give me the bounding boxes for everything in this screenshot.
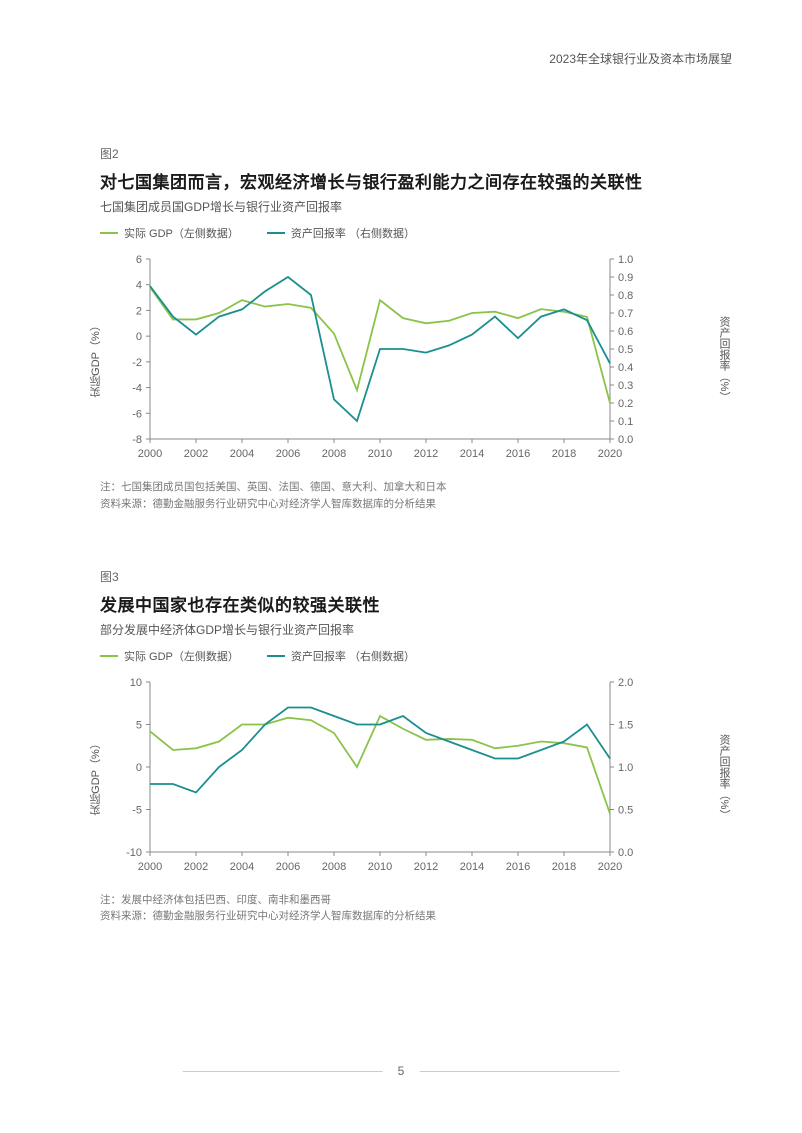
svg-text:-6: -6 bbox=[132, 408, 142, 420]
figure-2: 图2 对七国集团而言，宏观经济增长与银行盈利能力之间存在较强的关联性 七国集团成… bbox=[100, 145, 720, 513]
fig2-svg: 6 4 2 0 -2 -4 -6 -8 1.0 0.9 0.8 0.7 0.6 0.5 0.4 0.3 0.2 0… bbox=[100, 249, 660, 469]
svg-text:0.1: 0.1 bbox=[618, 416, 633, 428]
svg-text:2000: 2000 bbox=[138, 861, 162, 873]
svg-text:0.5: 0.5 bbox=[618, 804, 633, 816]
fig3-label: 图3 bbox=[100, 568, 720, 585]
fig3-title: 发展中国家也存在类似的较强关联性 bbox=[100, 591, 720, 616]
svg-text:2004: 2004 bbox=[230, 861, 254, 873]
fig2-legend-gdp: 实际 GDP（左侧数据） bbox=[100, 225, 239, 241]
fig3-legend-roa: 资产回报率 （右侧数据） bbox=[267, 648, 415, 664]
fig3-note2: 资料来源：德勤金融服务行业研究中心对经济学人智库数据库的分析结果 bbox=[100, 908, 720, 925]
svg-text:-10: -10 bbox=[126, 847, 142, 859]
svg-text:0.2: 0.2 bbox=[618, 398, 633, 410]
svg-text:2016: 2016 bbox=[506, 448, 530, 460]
svg-text:2002: 2002 bbox=[184, 448, 208, 460]
svg-text:0.0: 0.0 bbox=[618, 847, 633, 859]
svg-text:4: 4 bbox=[136, 280, 142, 292]
svg-text:2012: 2012 bbox=[414, 861, 438, 873]
svg-text:2016: 2016 bbox=[506, 861, 530, 873]
svg-text:-5: -5 bbox=[132, 804, 142, 816]
svg-text:-8: -8 bbox=[132, 434, 142, 446]
svg-text:0.5: 0.5 bbox=[618, 344, 633, 356]
svg-text:1.0: 1.0 bbox=[618, 762, 633, 774]
swatch-gdp bbox=[100, 655, 118, 657]
svg-text:6: 6 bbox=[136, 254, 142, 266]
svg-text:2020: 2020 bbox=[598, 448, 622, 460]
svg-text:0.8: 0.8 bbox=[618, 290, 633, 302]
svg-text:2000: 2000 bbox=[138, 448, 162, 460]
svg-text:2018: 2018 bbox=[552, 448, 576, 460]
fig2-subtitle: 七国集团成员国GDP增长与银行业资产回报率 bbox=[100, 198, 720, 215]
svg-text:-4: -4 bbox=[132, 383, 142, 395]
fig3-subtitle: 部分发展中经济体GDP增长与银行业资产回报率 bbox=[100, 621, 720, 638]
swatch-roa bbox=[267, 655, 285, 657]
svg-text:0.6: 0.6 bbox=[618, 326, 633, 338]
fig2-legend-roa: 资产回报率 （右侧数据） bbox=[267, 225, 415, 241]
swatch-roa bbox=[267, 232, 285, 234]
svg-text:2020: 2020 bbox=[598, 861, 622, 873]
svg-text:0: 0 bbox=[136, 762, 142, 774]
svg-text:2010: 2010 bbox=[368, 448, 392, 460]
fig3-y-left-label: 实际GDP（%） bbox=[88, 738, 104, 816]
svg-text:0.9: 0.9 bbox=[618, 272, 633, 284]
svg-text:0.4: 0.4 bbox=[618, 362, 633, 374]
svg-text:0.7: 0.7 bbox=[618, 308, 633, 320]
fig2-legend-roa-text: 资产回报率 （右侧数据） bbox=[291, 225, 415, 241]
svg-text:0.0: 0.0 bbox=[618, 434, 633, 446]
svg-text:10: 10 bbox=[130, 677, 142, 689]
fig3-chart: 实际GDP（%） 资产回报率（%） 1050-5-102.01.51.00.50… bbox=[100, 672, 720, 882]
figure-3: 图3 发展中国家也存在类似的较强关联性 部分发展中经济体GDP增长与银行业资产回… bbox=[100, 568, 720, 926]
fig3-legend: 实际 GDP（左侧数据） 资产回报率 （右侧数据） bbox=[100, 648, 720, 664]
fig3-legend-gdp-text: 实际 GDP（左侧数据） bbox=[124, 648, 239, 664]
page-number: 5 bbox=[398, 1064, 405, 1078]
svg-text:2006: 2006 bbox=[276, 861, 300, 873]
svg-text:1.0: 1.0 bbox=[618, 254, 633, 266]
svg-text:0: 0 bbox=[136, 331, 142, 343]
fig2-legend-gdp-text: 实际 GDP（左侧数据） bbox=[124, 225, 239, 241]
svg-text:2010: 2010 bbox=[368, 861, 392, 873]
fig2-y-left-label: 实际GDP（%） bbox=[88, 320, 104, 398]
fig3-y-right-label: 资产回报率（%） bbox=[716, 733, 732, 820]
fig3-notes: 注：发展中经济体包括巴西、印度、南非和墨西哥 资料来源：德勤金融服务行业研究中心… bbox=[100, 892, 720, 926]
fig3-svg: 10 5 0 -5 -10 2.0 1.5 1.0 0.5 0.0 2000 2002 2004 2006… bbox=[100, 672, 660, 882]
svg-text:5: 5 bbox=[136, 719, 142, 731]
svg-text:1.5: 1.5 bbox=[618, 719, 633, 731]
page-content: 图2 对七国集团而言，宏观经济增长与银行盈利能力之间存在较强的关联性 七国集团成… bbox=[100, 145, 720, 925]
svg-text:-2: -2 bbox=[132, 357, 142, 369]
svg-text:2018: 2018 bbox=[552, 861, 576, 873]
fig3-legend-gdp: 实际 GDP（左侧数据） bbox=[100, 648, 239, 664]
fig2-note2: 资料来源：德勤金融服务行业研究中心对经济学人智库数据库的分析结果 bbox=[100, 496, 720, 513]
svg-text:2004: 2004 bbox=[230, 448, 254, 460]
svg-text:2008: 2008 bbox=[322, 861, 346, 873]
fig2-label: 图2 bbox=[100, 145, 720, 162]
swatch-gdp bbox=[100, 232, 118, 234]
fig2-title: 对七国集团而言，宏观经济增长与银行盈利能力之间存在较强的关联性 bbox=[100, 168, 720, 193]
svg-text:2002: 2002 bbox=[184, 861, 208, 873]
fig3-note1: 注：发展中经济体包括巴西、印度、南非和墨西哥 bbox=[100, 892, 720, 909]
svg-text:2014: 2014 bbox=[460, 861, 484, 873]
fig2-legend: 实际 GDP（左侧数据） 资产回报率 （右侧数据） bbox=[100, 225, 720, 241]
svg-text:2006: 2006 bbox=[276, 448, 300, 460]
svg-text:2008: 2008 bbox=[322, 448, 346, 460]
svg-text:2.0: 2.0 bbox=[618, 677, 633, 689]
fig3-legend-roa-text: 资产回报率 （右侧数据） bbox=[291, 648, 415, 664]
fig2-note1: 注：七国集团成员国包括美国、英国、法国、德国、意大利、加拿大和日本 bbox=[100, 479, 720, 496]
report-header: 2023年全球银行业及资本市场展望 bbox=[549, 50, 732, 67]
fig2-chart: 实际GDP（%） 资产回报率（%） 6420-2-4-6-81.00.90.80… bbox=[100, 249, 720, 469]
fig2-y-right-label: 资产回报率（%） bbox=[716, 316, 732, 403]
svg-text:2014: 2014 bbox=[460, 448, 484, 460]
svg-text:2: 2 bbox=[136, 305, 142, 317]
svg-text:0.3: 0.3 bbox=[618, 380, 633, 392]
svg-text:2012: 2012 bbox=[414, 448, 438, 460]
fig2-notes: 注：七国集团成员国包括美国、英国、法国、德国、意大利、加拿大和日本 资料来源：德… bbox=[100, 479, 720, 513]
